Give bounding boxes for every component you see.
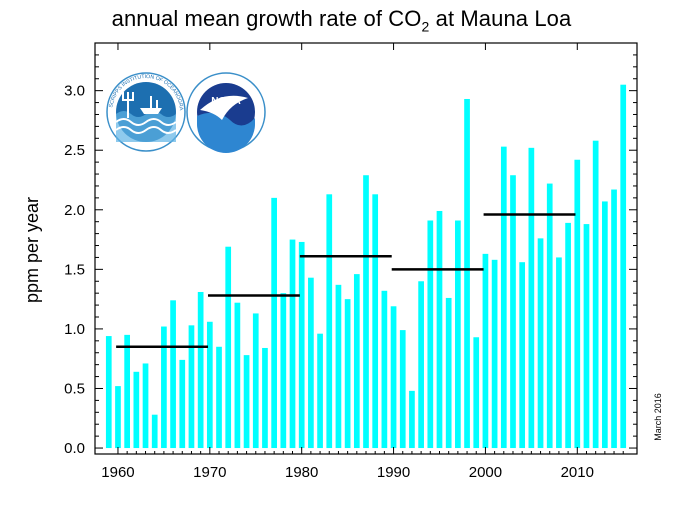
bar-1967	[179, 359, 186, 449]
bar-1978	[280, 293, 287, 449]
bar-2010	[574, 159, 581, 449]
x-tick-label-1960: 1960	[101, 464, 134, 481]
bar-1988	[372, 194, 379, 449]
bar-2013	[602, 201, 608, 449]
bar-2011	[583, 224, 590, 449]
bar-1984	[335, 284, 342, 449]
y-tick-label-6: 3.0	[64, 83, 85, 100]
chart-title: annual mean growth rate of CO2 at Mauna …	[0, 6, 683, 34]
x-tick-label-2010: 2010	[561, 464, 594, 481]
bar-1960	[115, 386, 121, 449]
bar-1971	[216, 346, 222, 449]
bar-1966	[170, 300, 176, 449]
x-tick-label-1990: 1990	[377, 464, 410, 481]
bar-1970	[206, 321, 213, 449]
bar-1963	[142, 363, 149, 449]
bar-1964	[151, 414, 158, 449]
bar-2003	[510, 175, 516, 449]
bar-1997	[455, 220, 461, 449]
bar-1991	[399, 330, 406, 449]
bar-2012	[592, 140, 599, 449]
date-stamp: March 2016	[653, 393, 663, 441]
bar-1972	[225, 246, 232, 449]
bar-1993	[418, 281, 424, 449]
noaa-logo: NOAA	[186, 72, 266, 153]
y-tick-label-4: 2.0	[64, 202, 85, 219]
bar-1977	[271, 197, 277, 449]
bar-2002	[500, 146, 507, 449]
scripps-ucsd-logo: SCRIPPS INSTITUTION OF OCEANOGRAPHY · UC…	[106, 72, 186, 152]
bar-1995	[436, 210, 443, 449]
bar-1969	[197, 291, 204, 449]
bar-1962	[133, 371, 140, 449]
y-tick-label-3: 1.5	[64, 261, 85, 278]
decade-average-lines	[116, 213, 576, 349]
y-tick-label-2: 1.0	[64, 321, 85, 338]
y-tick-label-1: 0.5	[64, 380, 85, 397]
bar-2007	[546, 183, 553, 449]
bar-1982	[317, 333, 323, 449]
chart-title-suffix: at Mauna Loa	[429, 6, 572, 31]
y-axis-ticks: 0.0 0.5 1.0 1.5 2.0 2.5 3.0	[64, 54, 637, 457]
bar-1961	[124, 334, 130, 449]
bar-2015	[620, 84, 627, 449]
bar-1994	[427, 220, 434, 449]
bar-2000	[482, 253, 489, 449]
x-axis-ticks: 1960 1970 1980 1990 2000 2010	[101, 43, 624, 481]
bar-1990	[390, 306, 397, 449]
bar-1968	[188, 325, 195, 449]
bar-1959	[105, 336, 112, 449]
bar-1998	[464, 98, 470, 449]
bar-1974	[243, 355, 250, 449]
bar-1981	[308, 277, 314, 449]
bar-2004	[519, 262, 526, 449]
bar-1986	[353, 274, 360, 449]
chart-title-prefix: annual mean growth rate of CO	[111, 6, 422, 31]
bar-1980	[298, 241, 305, 449]
bar-2009	[565, 222, 571, 449]
x-tick-label-2000: 2000	[469, 464, 502, 481]
bar-2005	[528, 147, 535, 449]
bar-1989	[381, 290, 388, 449]
bar-1975	[252, 313, 259, 449]
x-tick-label-1970: 1970	[193, 464, 226, 481]
x-tick-label-1980: 1980	[285, 464, 318, 481]
y-tick-label-0: 0.0	[64, 440, 85, 457]
chart-title-subscript: 2	[421, 18, 430, 35]
bar-1973	[234, 302, 241, 449]
noaa-wordmark: NOAA	[211, 96, 240, 107]
bar-1965	[161, 326, 167, 449]
bar-1996	[445, 297, 452, 449]
bar-2001	[491, 259, 498, 449]
y-tick-label-5: 2.5	[64, 142, 85, 159]
bar-1976	[262, 347, 268, 449]
bar-1983	[326, 194, 333, 449]
bar-1987	[363, 175, 369, 449]
bar-1979	[289, 239, 296, 449]
y-axis-label: ppm per year	[22, 197, 42, 303]
bar-2008	[556, 257, 562, 449]
bar-1985	[344, 299, 351, 449]
bar-2006	[537, 238, 544, 449]
bars-group	[105, 84, 627, 449]
bar-1999	[473, 337, 480, 449]
bar-1992	[409, 390, 415, 449]
bar-2014	[611, 189, 617, 449]
